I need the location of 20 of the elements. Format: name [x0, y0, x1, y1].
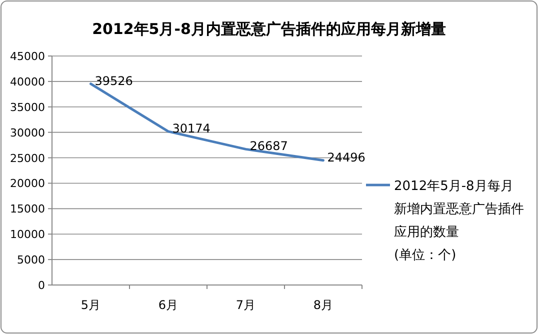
y-tick-label: 40000 — [10, 75, 45, 88]
y-tick-label: 45000 — [10, 50, 45, 63]
data-label: 24496 — [327, 150, 366, 164]
y-tick-label: 30000 — [10, 126, 45, 140]
x-tick-label: 7月 — [236, 298, 256, 312]
x-tick-label: 5月 — [80, 298, 101, 312]
y-tick-label: 20000 — [10, 177, 45, 190]
data-label: 30174 — [172, 121, 210, 136]
y-tick-label: 10000 — [10, 228, 45, 242]
x-tick-label: 8月 — [313, 298, 334, 312]
data-label: 26687 — [250, 139, 288, 154]
y-tick-label: 35000 — [10, 100, 45, 114]
legend-label: 2012年5月-8月每月新增内置恶意广告插件应用的数量 (单位：个) — [394, 179, 524, 263]
y-tick-label: 25000 — [10, 152, 45, 165]
data-label: 39526 — [94, 74, 133, 88]
y-tick-label: 5000 — [17, 254, 45, 267]
y-tick-label: 15000 — [10, 202, 45, 216]
chart-title: 2012年5月-8月内置恶意广告插件的应用每月新增量 — [92, 20, 446, 38]
y-tick-label: 0 — [38, 279, 45, 292]
x-tick-label: 6月 — [158, 298, 178, 312]
